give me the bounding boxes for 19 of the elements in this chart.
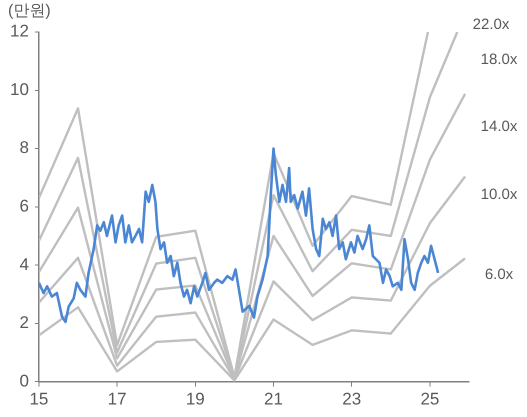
y-tick-label: 12 xyxy=(10,22,29,41)
y-tick-label: 8 xyxy=(19,138,29,158)
y-tick-label: 0 xyxy=(19,371,29,390)
x-tick-label: 15 xyxy=(29,389,48,408)
series-label: 10.0x xyxy=(480,186,518,204)
x-tick-label: 25 xyxy=(420,389,440,408)
text: 22.0x xyxy=(472,16,510,34)
x-tick-label: 19 xyxy=(186,389,205,408)
y-tick-label: 10 xyxy=(10,80,29,99)
y-tick-label: 4 xyxy=(19,254,29,274)
x-tick-label: 21 xyxy=(264,389,283,408)
y-tick-label: 6 xyxy=(19,196,29,216)
y-tick-label: 2 xyxy=(19,313,29,332)
series-label: 6.0x xyxy=(484,266,514,284)
x-tick-label: 23 xyxy=(342,389,362,408)
series-label: 18.0x xyxy=(480,51,518,68)
y-axis-title: (만원) xyxy=(8,2,51,20)
x-tick-label: 17 xyxy=(108,389,127,408)
series-label: 14.0x xyxy=(480,118,518,136)
